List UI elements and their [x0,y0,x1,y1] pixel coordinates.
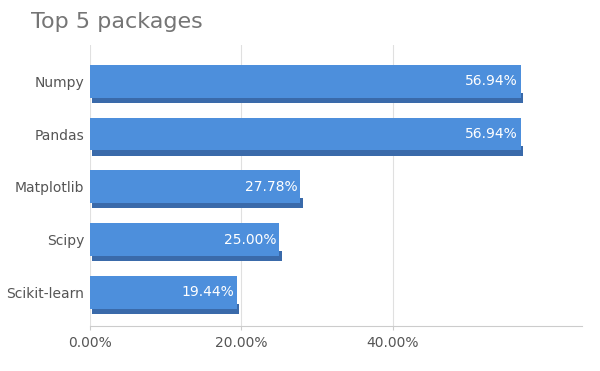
Bar [90,276,237,309]
Bar [92,145,523,156]
Text: 56.94%: 56.94% [465,127,518,141]
Bar [92,198,302,209]
Text: 25.00%: 25.00% [224,233,276,246]
Bar [90,171,300,203]
Text: 27.78%: 27.78% [245,180,297,194]
Bar [90,118,521,151]
Bar [90,223,279,256]
Text: 56.94%: 56.94% [465,75,518,88]
Bar [90,65,521,98]
Bar [92,93,523,103]
Text: Top 5 packages: Top 5 packages [31,12,203,32]
Bar [92,303,239,314]
Text: 19.44%: 19.44% [181,285,234,299]
Bar [92,251,281,261]
